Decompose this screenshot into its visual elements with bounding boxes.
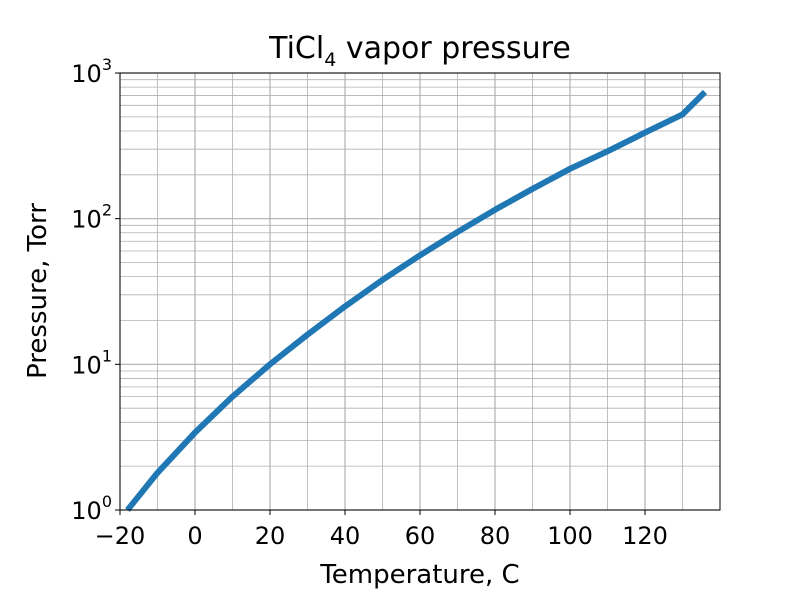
x-tick-label: −20 xyxy=(95,522,146,550)
chart-title-rest: vapor pressure xyxy=(336,31,571,66)
y-tick-label: 100 xyxy=(71,492,112,525)
chart-title-subscript: 4 xyxy=(324,49,336,71)
x-tick-label: 0 xyxy=(187,522,202,550)
x-tick-label: 100 xyxy=(547,522,593,550)
x-tick-label: 120 xyxy=(622,522,668,550)
x-tick-label: 80 xyxy=(480,522,511,550)
x-axis-ticks: −20 0 20 40 60 80 100 120 xyxy=(95,510,668,550)
x-axis-label: Temperature, C xyxy=(319,560,519,590)
chart-title: TiCl4 vapor pressure xyxy=(268,31,571,71)
y-axis-ticks: 100 101 102 103 xyxy=(71,55,120,525)
series-line xyxy=(125,89,708,512)
y-tick-label: 103 xyxy=(71,55,112,88)
y-tick-label: 102 xyxy=(71,201,112,234)
series-layer xyxy=(125,89,708,512)
x-tick-label: 60 xyxy=(405,522,436,550)
y-tick-label: 101 xyxy=(71,346,112,379)
chart-title-main: TiCl xyxy=(268,31,324,66)
x-tick-label: 20 xyxy=(255,522,286,550)
y-axis-label: Pressure, Torr xyxy=(23,203,53,379)
x-tick-label: 40 xyxy=(330,522,361,550)
